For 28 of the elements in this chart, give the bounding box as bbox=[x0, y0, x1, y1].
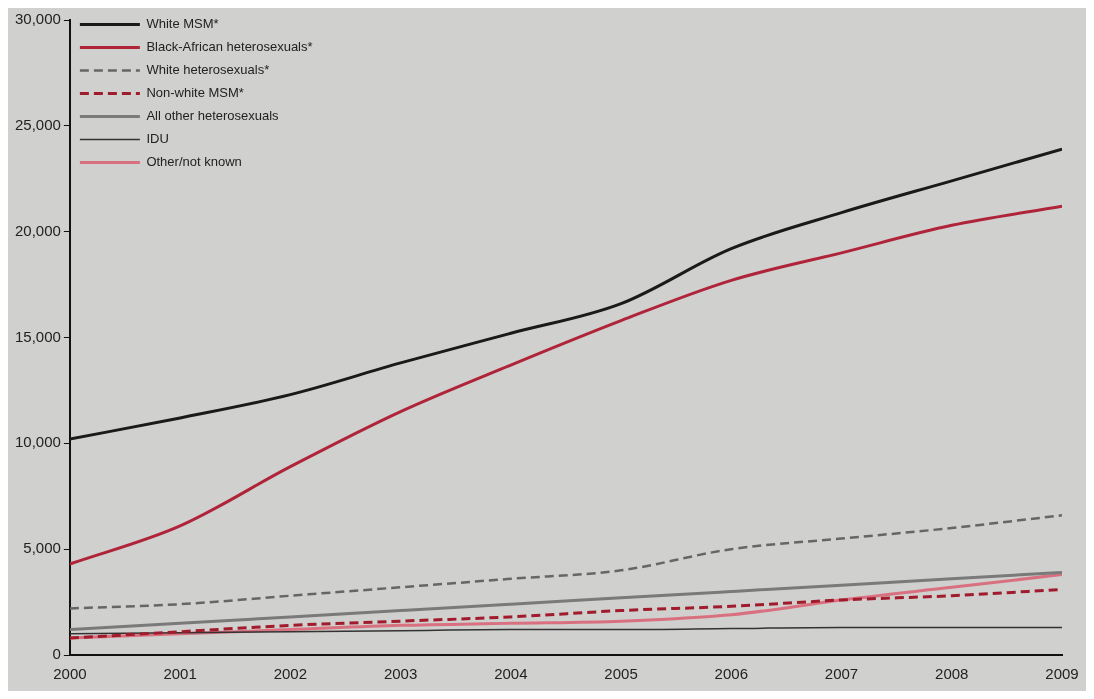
x-tick-label: 2001 bbox=[163, 665, 197, 683]
y-tick-label: 0 bbox=[52, 645, 61, 663]
y-tick-label: 20,000 bbox=[14, 221, 61, 239]
legend-label: IDU bbox=[146, 131, 169, 147]
x-tick-label: 2009 bbox=[1045, 665, 1079, 683]
legend-label: White MSM* bbox=[146, 16, 219, 32]
x-tick-label: 2004 bbox=[494, 665, 528, 683]
y-tick-label: 10,000 bbox=[14, 433, 61, 451]
legend-label: Other/not known bbox=[146, 154, 242, 170]
x-tick-label: 2002 bbox=[273, 665, 308, 683]
line-series bbox=[69, 570, 1062, 632]
y-tick-label: 30,000 bbox=[14, 10, 61, 28]
x-tick-label: 2008 bbox=[935, 665, 969, 683]
x-tick-label: 2000 bbox=[53, 665, 87, 683]
line-series bbox=[69, 514, 1062, 610]
line-series bbox=[69, 626, 1062, 635]
legend-label: Black-African heterosexuals* bbox=[146, 39, 313, 55]
legend-label: White heterosexuals* bbox=[146, 62, 270, 78]
y-tick-label: 25,000 bbox=[14, 115, 61, 133]
line-series bbox=[69, 204, 1062, 566]
x-tick-label: 2006 bbox=[714, 665, 748, 683]
x-tick-label: 2007 bbox=[824, 665, 859, 683]
legend-label: All other heterosexuals bbox=[146, 108, 280, 124]
x-tick-label: 2003 bbox=[383, 665, 418, 683]
x-tick-label: 2005 bbox=[604, 665, 638, 683]
legend-label: Non-white MSM* bbox=[146, 85, 244, 101]
y-tick-label: 15,000 bbox=[14, 327, 61, 345]
y-tick-label: 5,000 bbox=[23, 539, 61, 557]
